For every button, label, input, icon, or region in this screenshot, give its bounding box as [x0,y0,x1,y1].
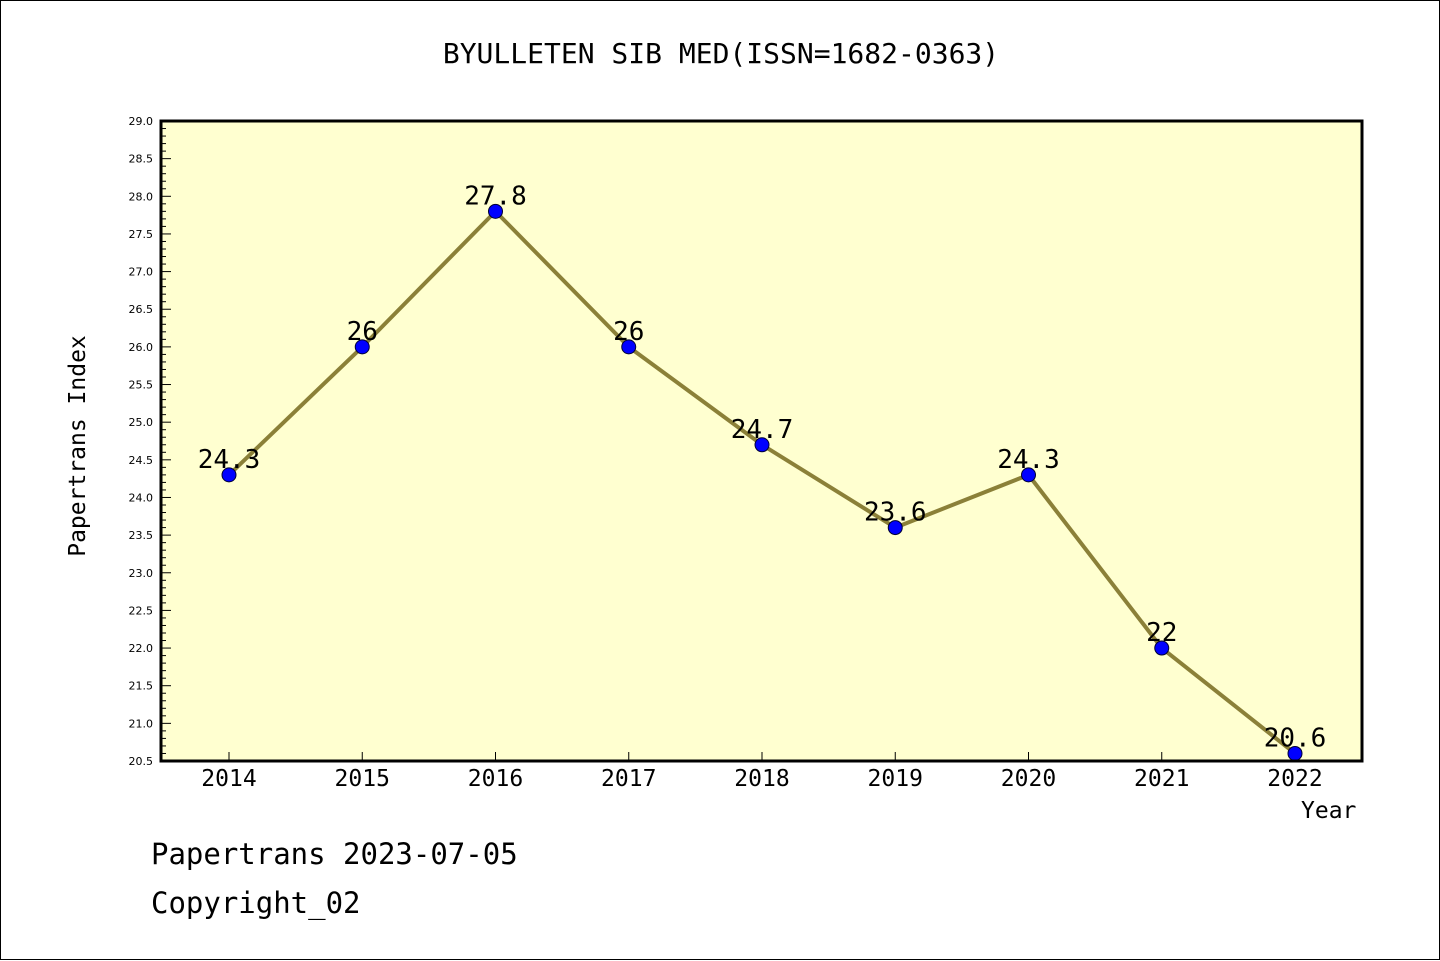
y-tick-label: 25.5 [129,379,154,392]
y-tick-label: 28.0 [129,190,154,203]
data-label: 20.6 [1264,723,1327,753]
data-point [354,339,370,355]
data-label: 24.7 [731,415,794,445]
plot-border [159,119,1364,763]
y-tick-label: 21.0 [129,717,154,730]
data-label: 24.3 [198,445,261,475]
x-tick-label: 2019 [868,766,923,792]
data-label: 26 [613,317,644,347]
y-tick-label: 24.5 [129,454,154,467]
data-label: 24.3 [997,445,1060,475]
x-tick-label: 2021 [1134,766,1189,792]
y-tick-label: 29.0 [129,115,154,128]
y-tick-label: 21.5 [129,680,154,693]
y-tick-label: 22.5 [129,604,154,617]
y-tick-label: 23.5 [129,529,154,542]
data-label: 22 [1146,618,1177,648]
y-axis: 20.5 21.0 21.5 22.0 22.5 23.0 23.5 24.0 24.5 25.0… [129,115,171,768]
data-label: 27.8 [464,181,527,211]
data-point [754,437,770,453]
y-axis-label: Papertrans Index [65,335,91,557]
y-tick-label: 23.0 [129,567,154,580]
x-tick-label: 2017 [601,766,656,792]
data-point [1154,640,1170,656]
x-tick-label: 2014 [201,766,256,792]
footer-copyright: Copyright_02 [151,886,361,920]
x-tick-label: 2016 [468,766,523,792]
y-tick-label: 20.5 [129,755,154,768]
data-point [1021,467,1036,483]
footer-date: Papertrans 2023-07-05 [151,837,518,871]
x-tick-label: 2020 [1001,766,1056,792]
data-label: 23.6 [864,498,927,528]
y-tick-label: 27.5 [129,228,154,241]
data-point [621,339,637,355]
data-point [488,203,503,219]
data-point [887,520,903,536]
y-tick-label: 25.0 [129,416,154,429]
y-tick-label: 22.0 [129,642,154,655]
y-tick-label: 28.5 [129,153,154,166]
y-tick-label: 27.0 [129,266,154,279]
data-label: 26 [347,317,378,347]
x-tick-label: 2015 [335,766,390,792]
y-tick-label: 24.0 [129,491,154,504]
x-tick-label: 2018 [734,766,789,792]
y-tick-label: 26.0 [129,341,154,354]
x-tick-label: 2022 [1267,766,1322,792]
data-point [221,467,237,483]
y-tick-label: 26.5 [129,303,154,316]
x-axis: 2014 2015 2016 2017 2018 2019 2020 2021 2022 [201,752,1323,792]
chart-title: BYULLETEN SIB MED(ISSN=1682-0363) [442,37,1000,70]
series-layer: 24.3 26 27.8 26 24.7 23.6 24.3 22 20.6 [198,181,1327,761]
x-axis-label: Year [1301,798,1357,824]
